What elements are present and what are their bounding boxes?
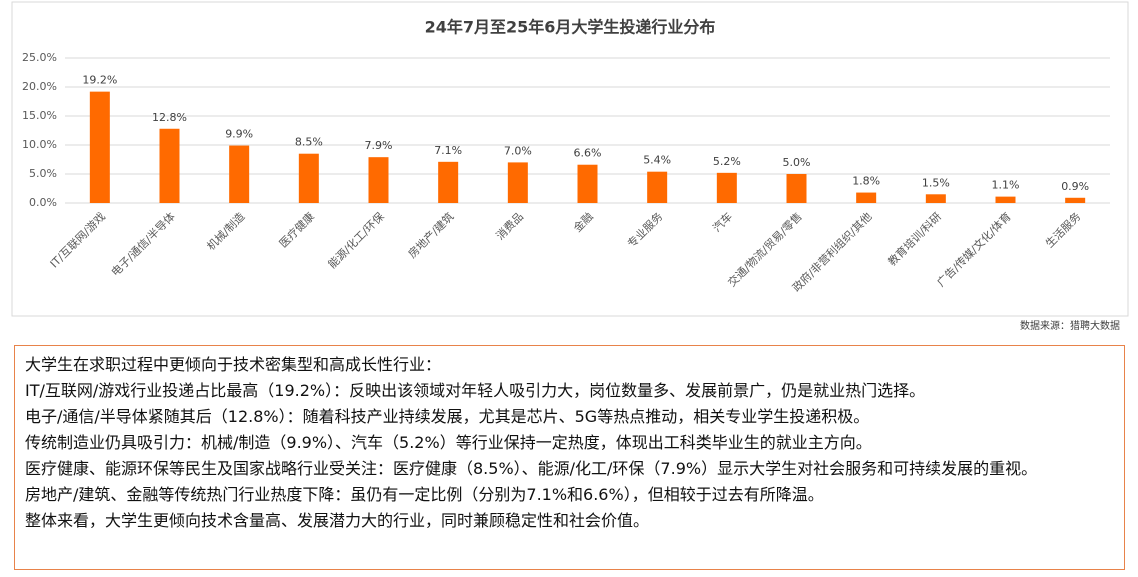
value-label: 7.0%: [504, 144, 532, 157]
value-label: 5.4%: [643, 154, 671, 167]
x-tick-label: 房地产/建筑: [405, 209, 456, 260]
x-tick-label: 医疗健康: [276, 209, 317, 250]
y-tick-label: 20.0%: [22, 80, 57, 93]
value-label: 5.0%: [783, 156, 811, 169]
summary-line: 传统制造业仍具吸引力：机械/制造（9.9%）、汽车（5.2%）等行业保持一定热度…: [25, 433, 872, 452]
value-label: 12.8%: [152, 111, 187, 124]
value-label: 9.9%: [225, 128, 253, 141]
value-label: 8.5%: [295, 136, 323, 149]
x-tick-label: 电子/通信/半导体: [108, 209, 178, 279]
y-tick-label: 15.0%: [22, 109, 57, 122]
value-label: 7.1%: [434, 144, 462, 157]
summary-line: 电子/通信/半导体紧随其后（12.8%）：随着科技产业持续发展，尤其是芯片、5G…: [25, 407, 870, 426]
chart-title: 24年7月至25年6月大学生投递行业分布: [425, 18, 716, 37]
chart-frame: [11, 1, 1129, 317]
bar: [159, 128, 180, 203]
summary-line: IT/互联网/游戏行业投递占比最高（19.2%）：反映出该领域对年轻人吸引力大，…: [25, 381, 926, 400]
value-label: 19.2%: [82, 74, 117, 87]
value-label: 0.9%: [1061, 180, 1089, 193]
x-tick-label: 机械/制造: [204, 209, 248, 253]
value-label: 1.1%: [992, 179, 1020, 192]
chart: 24年7月至25年6月大学生投递行业分布 数据来源：猎聘大数据 0.0% 5.0%…: [11, 1, 1129, 332]
x-tick-label: 消费品: [493, 209, 526, 242]
summary-box: 大学生在求职过程中更倾向于技术密集型和高成长性行业： IT/互联网/游戏行业投递占…: [14, 345, 1125, 570]
value-label: 1.5%: [922, 176, 950, 189]
x-tick-label: IT/互联网/游戏: [48, 210, 108, 270]
x-tick-label: 能源/化工/环保: [325, 209, 387, 271]
bar: [368, 157, 389, 203]
bar: [995, 196, 1016, 203]
y-tick-label: 25.0%: [22, 51, 57, 64]
y-tick-label: 10.0%: [22, 138, 57, 151]
x-tick-label: 生活服务: [1042, 209, 1083, 250]
value-label: 5.2%: [713, 155, 741, 168]
bar: [716, 172, 737, 203]
x-tick-label: 汽车: [710, 209, 735, 234]
bar: [577, 164, 598, 203]
y-tick-label: 0.0%: [29, 196, 57, 209]
value-label: 7.9%: [365, 139, 393, 152]
summary-line: 医疗健康、能源环保等民生及国家战略行业受关注：医疗健康（8.5%）、能源/化工/…: [25, 459, 1038, 478]
summary-line: 大学生在求职过程中更倾向于技术密集型和高成长性行业：: [25, 355, 442, 374]
bar: [786, 174, 807, 203]
summary-line: 整体来看，大学生更倾向技术含量高、发展潜力大的行业，同时兼顾稳定性和社会价值。: [25, 511, 650, 530]
bar: [647, 171, 668, 203]
bar: [438, 161, 459, 203]
value-label: 1.8%: [852, 175, 880, 188]
bar: [89, 91, 110, 203]
x-tick-label: 交通/物流/贸易/零售: [725, 209, 805, 289]
value-label: 6.6%: [574, 147, 602, 160]
x-tick-label: 广告/传媒/文化/体育: [934, 209, 1014, 289]
bar: [507, 162, 528, 203]
source-note: 数据来源：猎聘大数据: [1020, 319, 1120, 332]
y-tick-label: 5.0%: [29, 167, 57, 180]
bar: [229, 145, 250, 203]
bar: [856, 192, 877, 203]
bar: [298, 153, 319, 203]
x-tick-label: 专业服务: [624, 209, 665, 250]
x-tick-label: 教育培训/科研: [885, 209, 944, 268]
bar: [925, 194, 946, 203]
x-tick-label: 金融: [570, 209, 595, 234]
bar: [1065, 197, 1086, 203]
x-tick-label: 政府/非营利组织/其他: [789, 209, 874, 294]
summary-line: 房地产/建筑、金融等传统热门行业热度下降：虽仍有一定比例（分别为7.1%和6.6…: [25, 485, 824, 504]
